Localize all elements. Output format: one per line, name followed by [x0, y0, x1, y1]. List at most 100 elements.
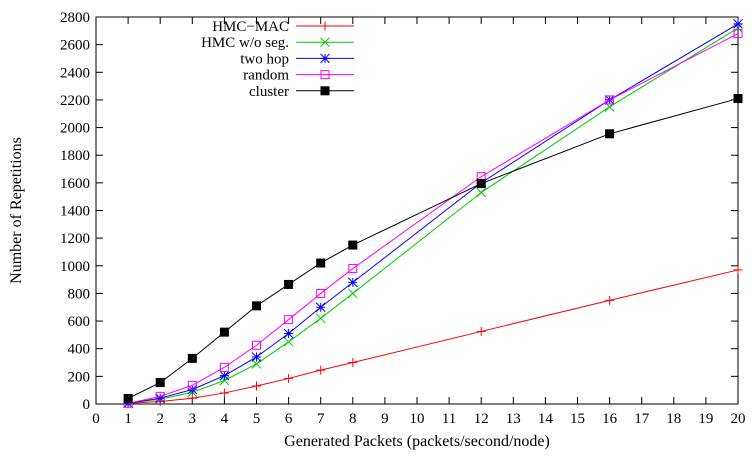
x-tick-label: 7: [317, 411, 325, 427]
x-tick-label: 6: [285, 411, 293, 427]
data-point: [347, 288, 358, 299]
y-tick-label: 2000: [60, 121, 90, 137]
y-tick-label: 600: [68, 314, 91, 330]
y-tick-label: 2200: [60, 93, 90, 109]
x-tick-label: 13: [506, 411, 521, 427]
data-point: [219, 370, 230, 381]
data-point: [155, 393, 166, 404]
data-point: [476, 179, 486, 189]
series-cluster: [123, 94, 743, 403]
x-axis-title: Generated Packets (packets/second/node): [284, 433, 550, 450]
legend-label: two hop: [240, 51, 289, 67]
y-tick-label: 0: [83, 397, 91, 413]
data-point: [348, 358, 358, 368]
x-tick-label: 0: [92, 411, 100, 427]
x-tick-label: 10: [410, 411, 425, 427]
data-point: [476, 187, 487, 198]
data-point: [347, 277, 358, 288]
data-point: [123, 393, 133, 403]
data-point: [733, 265, 743, 275]
data-point: [476, 326, 486, 336]
data-point: [733, 29, 743, 39]
legend-entry: two hop: [240, 51, 354, 67]
data-point: [219, 327, 229, 337]
data-point: [315, 302, 326, 313]
y-tick-label: 1400: [60, 204, 90, 220]
y-tick-label: 1000: [60, 259, 90, 275]
series-line: [127, 33, 739, 404]
data-point: [283, 328, 294, 339]
data-point: [283, 336, 294, 347]
data-point: [251, 352, 262, 362]
y-tick-label: 400: [68, 342, 91, 358]
series-layer: [123, 19, 743, 409]
data-point: [348, 264, 358, 274]
x-tick-label: 9: [381, 411, 389, 427]
series-random: [123, 29, 743, 408]
x-tick-label: 3: [189, 411, 197, 427]
x-tick-label: 1: [124, 411, 132, 427]
legend-label: random: [243, 68, 289, 84]
y-axis: 0 200 400 600 800 1000 1200 1400 1600 1800 2000 220…: [60, 10, 738, 413]
data-point: [733, 19, 743, 29]
data-point: [605, 295, 615, 305]
legend-label: HMC−MAC: [212, 19, 289, 35]
data-point: [316, 258, 326, 268]
data-point: [219, 388, 229, 398]
x-tick-label: 20: [731, 411, 746, 427]
series-line: [128, 27, 739, 404]
plot-frame: [95, 16, 739, 405]
series-two-hop: [123, 19, 743, 409]
x-tick-label: 16: [602, 411, 618, 427]
y-tick-label: 1800: [60, 148, 90, 164]
data-point: [284, 279, 294, 289]
y-tick-label: 2800: [60, 10, 90, 26]
x-tick-label: 5: [253, 411, 261, 427]
data-point: [155, 391, 165, 401]
y-tick-label: 200: [68, 369, 91, 385]
y-tick-label: 2600: [60, 38, 90, 54]
x-tick-label: 19: [698, 411, 713, 427]
legend-label: cluster: [249, 84, 289, 100]
legend-entry: HMC w/o seg.: [201, 35, 354, 51]
plot-border: [95, 16, 739, 405]
x-tick-label: 4: [221, 411, 229, 427]
x-tick-label: 18: [666, 411, 681, 427]
data-point: [605, 95, 615, 105]
data-point: [316, 288, 326, 298]
data-point: [123, 398, 133, 409]
legend-marker: [320, 70, 330, 80]
x-tick-label: 8: [349, 411, 357, 427]
legend-marker: [320, 21, 330, 31]
data-point: [252, 340, 261, 350]
data-point: [284, 373, 294, 383]
y-axis-title: Number of Repetitions: [8, 137, 25, 284]
x-tick-label: 11: [442, 411, 456, 427]
series-hmc-w-o-seg: [123, 23, 743, 409]
data-point: [252, 301, 261, 311]
x-tick-label: 2: [156, 411, 164, 427]
legend-marker: [320, 86, 330, 96]
data-point: [187, 393, 197, 403]
legend-entry: random: [243, 68, 354, 84]
data-point: [252, 381, 261, 391]
data-point: [187, 380, 197, 390]
data-point: [733, 94, 743, 104]
y-tick-label: 1200: [60, 231, 90, 247]
series-line: [127, 98, 739, 399]
data-point: [219, 375, 230, 386]
data-point: [187, 353, 197, 363]
data-point: [316, 365, 326, 375]
data-point: [348, 240, 358, 250]
data-point: [315, 313, 326, 324]
legend-marker: [320, 53, 330, 64]
y-tick-label: 2400: [60, 65, 90, 81]
x-tick-label: 15: [570, 411, 585, 427]
x-tick-label: 12: [474, 411, 489, 427]
data-point: [155, 378, 165, 388]
data-point: [284, 315, 294, 325]
series-hmc-mac: [123, 265, 743, 408]
legend-entry: cluster: [249, 84, 354, 100]
